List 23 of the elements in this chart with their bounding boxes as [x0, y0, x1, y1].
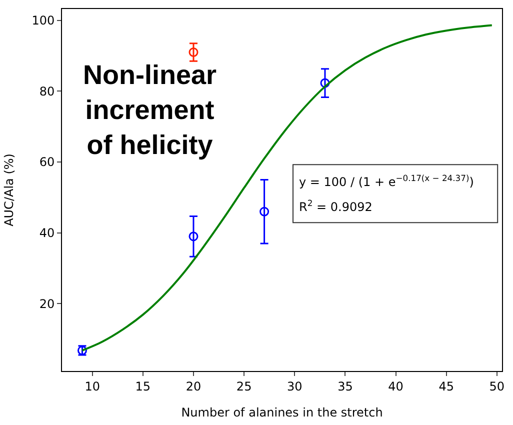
point	[320, 78, 330, 88]
annotation: y = 100 / (1 + e$^{−0.17(x − 24.37)}$)	[299, 173, 474, 190]
x-tick-label: 10	[84, 379, 100, 394]
x-tick-label: 35	[338, 379, 353, 394]
x-tick-label: 30	[287, 379, 302, 394]
y-tick-label: 60	[39, 155, 55, 170]
y-axis-title: AUC/Ala (%)	[2, 154, 16, 226]
point	[188, 232, 198, 242]
y-tick-label: 100	[32, 14, 55, 28]
x-tick-label: 50	[489, 379, 505, 394]
annotation: Non-linear increment of helicity	[83, 60, 218, 160]
y-tick-label: 40	[39, 226, 55, 240]
y-tick-label: 20	[39, 296, 55, 311]
annotation: R$^{2}$ = 0.9092	[299, 198, 372, 214]
x-tick-label: 45	[438, 379, 454, 394]
point	[188, 47, 198, 57]
x-tick-label: 40	[388, 379, 404, 394]
y-tick-label: 80	[39, 84, 55, 98]
x-tick-label: 25	[236, 379, 252, 394]
x-tick-label: 20	[186, 379, 202, 394]
point	[260, 206, 270, 216]
x-axis-title: Number of alanines in the stretch	[181, 405, 383, 420]
x-tick-label: 15	[135, 379, 151, 394]
